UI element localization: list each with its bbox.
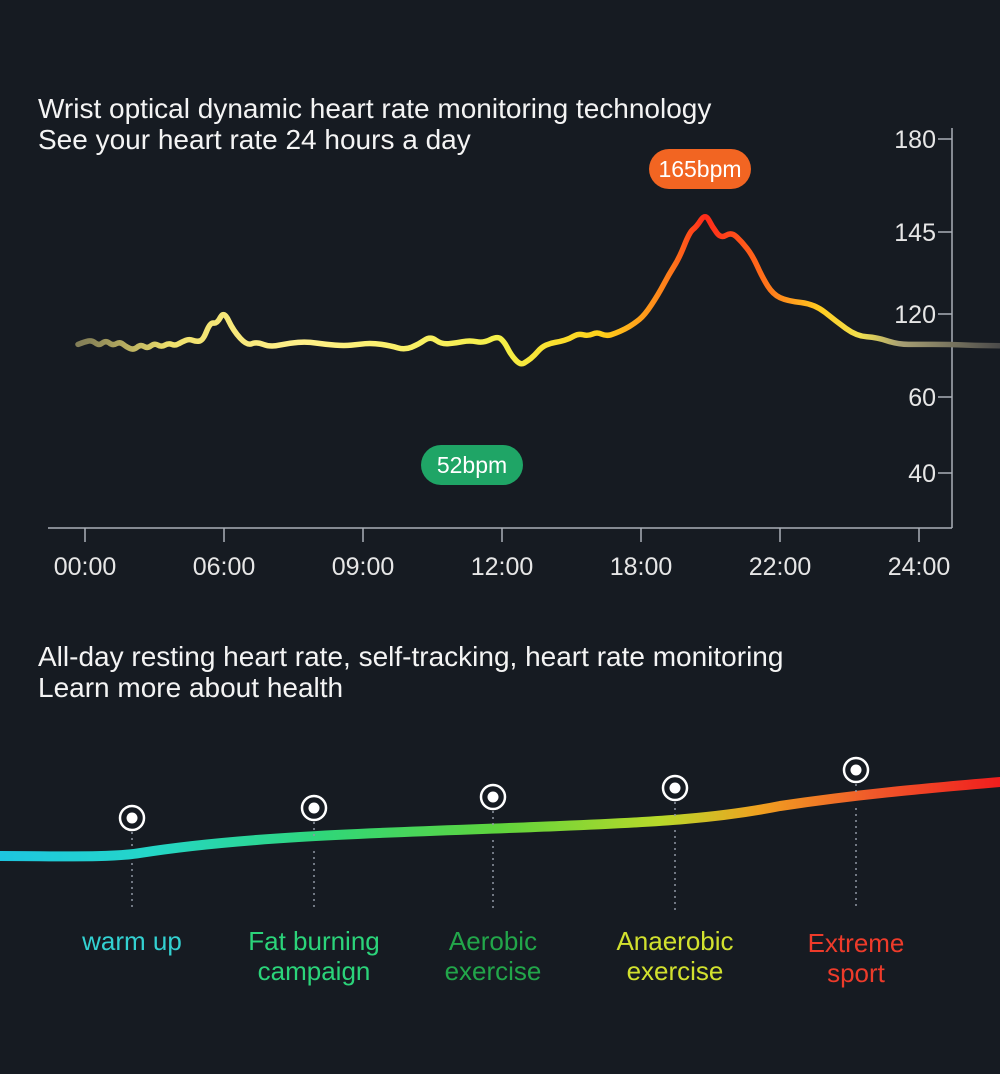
zone-marker-ring xyxy=(118,804,146,832)
chart-heading-line2: See your heart rate 24 hours a day xyxy=(38,124,471,155)
heart-rate-chart: 00:00 06:00 09:00 12:00 18:00 22:00 24:00 40 60 1… xyxy=(48,126,1000,581)
y-tick-label: 120 xyxy=(894,301,936,329)
zone-label-line2: exercise xyxy=(444,956,542,986)
y-tick-label: 40 xyxy=(908,460,936,488)
zone-label-line1: Anaerobic xyxy=(616,926,734,956)
zone-marker-dot xyxy=(850,764,862,776)
y-tick-label: 60 xyxy=(908,384,936,412)
min-bpm-label: 52bpm xyxy=(421,445,523,485)
zone-label-line1: Fat burning xyxy=(248,926,380,956)
zones-heading: All-day resting heart rate, self-trackin… xyxy=(38,641,783,703)
zone-label-line1: warm up xyxy=(82,926,182,956)
x-tick-label: 22:00 xyxy=(749,553,812,581)
max-bpm-label: 165bpm xyxy=(649,149,751,189)
zone-label: Fat burning campaign xyxy=(219,926,409,986)
zone-label-line1: Aerobic xyxy=(448,926,538,956)
x-tick-label: 09:00 xyxy=(332,553,395,581)
zone-label-line2: exercise xyxy=(626,956,724,986)
min-bpm-text: 52bpm xyxy=(437,452,507,478)
heart-rate-line xyxy=(75,214,1000,367)
zone-marker-ring xyxy=(479,783,507,811)
chart-heading-line1: Wrist optical dynamic heart rate monitor… xyxy=(38,93,712,124)
zone-marker-dot xyxy=(487,791,499,803)
zone-marker-dot xyxy=(308,802,320,814)
y-tick-label: 180 xyxy=(894,126,936,154)
zone-label-line2: sport xyxy=(827,958,885,988)
zone-label: warm up xyxy=(37,926,227,956)
x-tick-label: 06:00 xyxy=(193,553,256,581)
x-tick-label: 12:00 xyxy=(471,553,534,581)
y-tick-label: 145 xyxy=(894,219,936,247)
intensity-curve xyxy=(0,777,1000,862)
zone-marker-dot xyxy=(126,812,138,824)
x-tick-label: 18:00 xyxy=(610,553,673,581)
max-bpm-pill xyxy=(649,149,751,189)
zone-marker-ring xyxy=(300,794,328,822)
zone-marker-ring xyxy=(661,774,689,802)
zone-label-line2: campaign xyxy=(257,956,371,986)
chart-annotations: 165bpm 52bpm xyxy=(421,149,751,485)
max-bpm-text: 165bpm xyxy=(658,156,741,182)
zone-label-line1: Extreme xyxy=(807,928,905,958)
zone-label: Anaerobic exercise xyxy=(580,926,770,986)
zone-label: Aerobic exercise xyxy=(398,926,588,986)
chart-axes: 00:00 06:00 09:00 12:00 18:00 22:00 24:00 40 60 1… xyxy=(48,126,953,581)
min-bpm-pill xyxy=(421,445,523,485)
zone-marker-dot xyxy=(669,782,681,794)
x-tick-label: 00:00 xyxy=(54,553,117,581)
zone-marker-ring xyxy=(842,756,870,784)
zones-heading-line1: All-day resting heart rate, self-trackin… xyxy=(38,641,784,672)
x-tick-label: 24:00 xyxy=(888,553,951,581)
chart-heading: Wrist optical dynamic heart rate monitor… xyxy=(38,93,711,155)
zone-label: Extreme sport xyxy=(761,928,951,988)
zones-heading-line2: Learn more about health xyxy=(38,672,344,703)
